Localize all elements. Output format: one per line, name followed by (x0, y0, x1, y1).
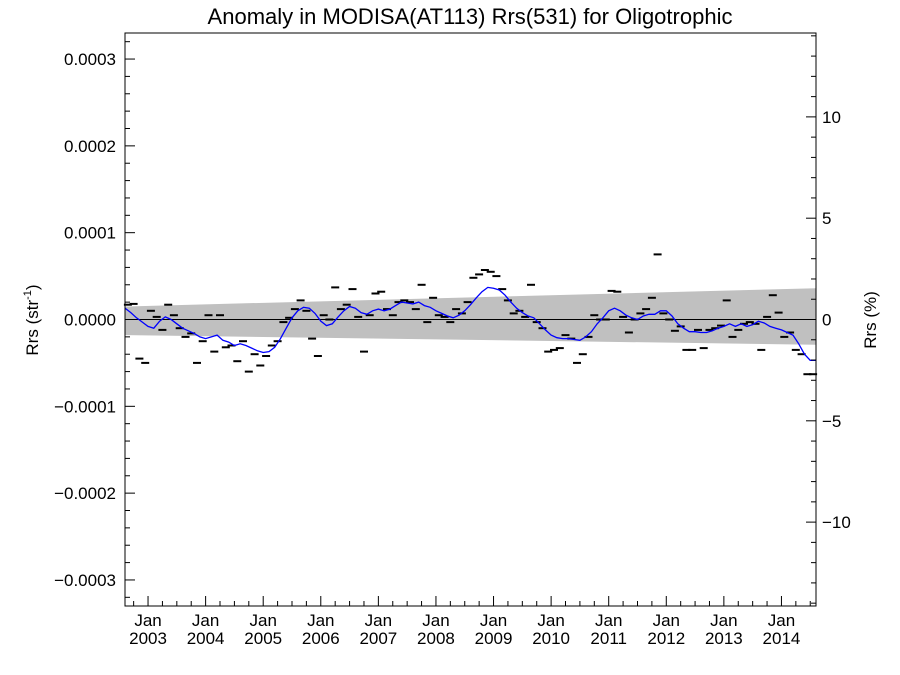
y-tick-label: 0.0001 (64, 224, 116, 243)
x-tick-year-label: 2009 (475, 629, 513, 648)
y-tick-label: −0.0002 (54, 484, 116, 503)
x-tick-year-label: 2005 (244, 629, 282, 648)
x-tick-month-label: Jan (249, 611, 276, 630)
y-axis-label-close: ) (23, 284, 42, 290)
x-tick-month-label: Jan (365, 611, 392, 630)
right-axis: −10 −5 0 5 10 (806, 35, 851, 604)
y-axis-label-superscript: -1 (22, 290, 34, 300)
x-tick-month-label: Jan (537, 611, 564, 630)
y-tick-label: 0.0003 (64, 50, 116, 69)
x-tick-month-label: Jan (192, 611, 219, 630)
uncertainty-band-layer (125, 288, 816, 345)
chart-title: Anomaly in MODISA(AT113) Rrs(531) for Ol… (208, 4, 733, 29)
x-tick-year-label: 2013 (705, 629, 743, 648)
x-tick-year-label: 2008 (417, 629, 455, 648)
x-tick-month-label: Jan (422, 611, 449, 630)
x-tick-month-label: Jan (768, 611, 795, 630)
y-axis-label: Rrs (str-1) (22, 284, 42, 355)
x-tick-year-label: 2014 (763, 629, 801, 648)
x-tick-year-label: 2010 (532, 629, 570, 648)
y2-tick-label: −10 (822, 513, 851, 532)
x-tick-month-label: Jan (307, 611, 334, 630)
x-tick-month-label: Jan (134, 611, 161, 630)
x-tick-year-label: 2006 (302, 629, 340, 648)
x-tick-month-label: Jan (480, 611, 507, 630)
y2-tick-label: 10 (822, 108, 841, 127)
x-axis: Jan2003Jan2004Jan2005Jan2006Jan2007Jan20… (129, 596, 811, 648)
y-tick-label: −0.0001 (54, 397, 116, 416)
y2-tick-label: 5 (822, 209, 831, 228)
x-tick-year-label: 2003 (129, 629, 167, 648)
y-tick-label: 0.0000 (64, 311, 116, 330)
y2-axis-label: Rrs (%) (861, 291, 880, 349)
y2-tick-label: −5 (822, 412, 841, 431)
y2-tick-label: 0 (822, 311, 831, 330)
x-tick-year-label: 2011 (590, 629, 627, 648)
y-tick-label: −0.0003 (54, 571, 116, 590)
x-tick-year-label: 2012 (647, 629, 685, 648)
x-tick-month-label: Jan (595, 611, 622, 630)
x-tick-month-label: Jan (653, 611, 680, 630)
uncertainty-band (125, 288, 816, 345)
y-tick-label: 0.0002 (64, 137, 116, 156)
left-axis: −0.0003 −0.0002 −0.0001 0.0000 0.0001 0.0002 0… (54, 41, 135, 598)
x-tick-month-label: Jan (710, 611, 737, 630)
x-tick-year-label: 2007 (359, 629, 397, 648)
x-tick-year-label: 2004 (187, 629, 225, 648)
series-layer (123, 253, 818, 376)
running-mean-line (124, 286, 816, 361)
y-axis-label-main: Rrs (str (23, 300, 42, 356)
